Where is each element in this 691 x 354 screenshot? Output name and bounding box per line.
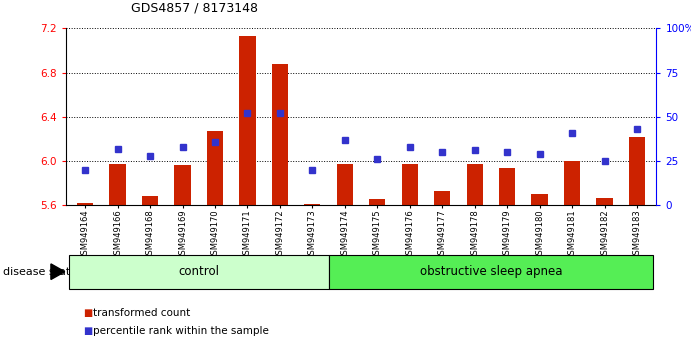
Text: disease state: disease state [3,267,77,277]
Text: ■: ■ [83,326,92,336]
Text: percentile rank within the sample: percentile rank within the sample [93,326,269,336]
Bar [531,194,548,205]
Text: transformed count: transformed count [93,308,191,318]
Bar [77,203,93,205]
Bar [304,204,321,205]
Bar [109,164,126,205]
Bar [337,164,353,205]
Bar [564,161,580,205]
Bar [466,164,483,205]
Bar [629,137,645,205]
Bar [401,164,418,205]
Bar [174,165,191,205]
Bar [142,196,158,205]
Text: obstructive sleep apnea: obstructive sleep apnea [419,265,562,278]
Bar [596,198,613,205]
Bar [239,36,256,205]
Bar [369,199,386,205]
Bar [207,131,223,205]
Bar [499,168,515,205]
Bar [434,191,451,205]
Text: ■: ■ [83,308,92,318]
Text: GDS4857 / 8173148: GDS4857 / 8173148 [131,2,258,15]
Text: control: control [178,265,219,278]
Bar [272,64,288,205]
